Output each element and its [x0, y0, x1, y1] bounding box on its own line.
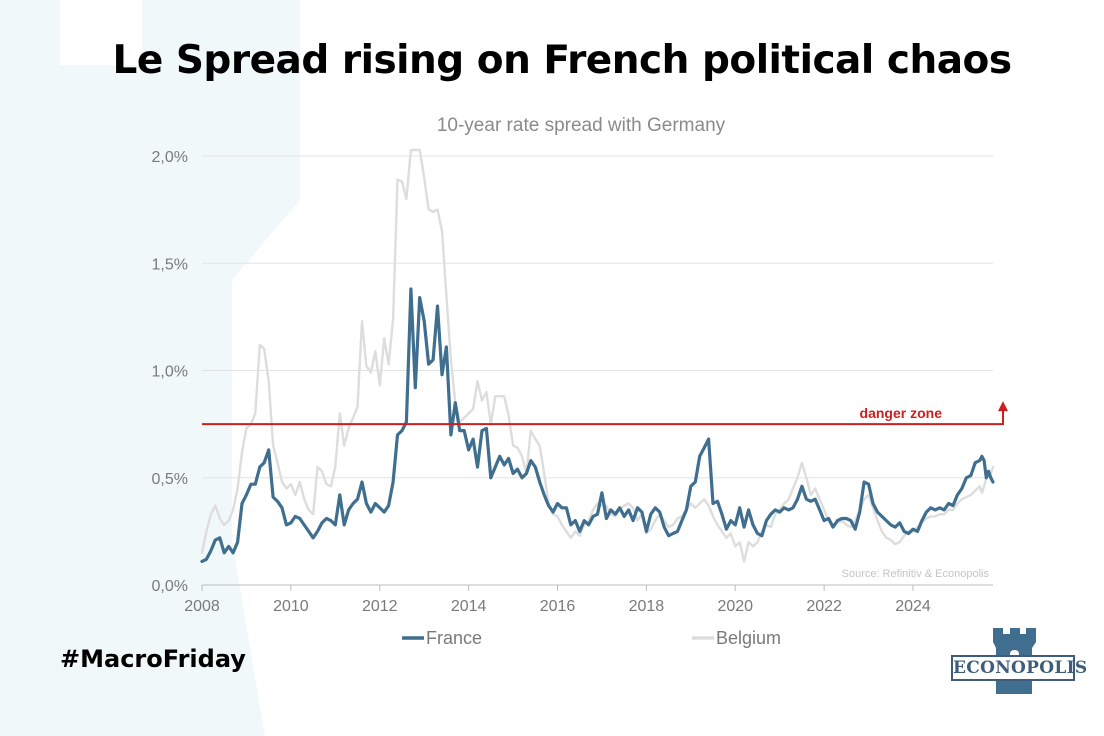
- x-tick-label: 2024: [895, 598, 931, 615]
- x-tick-label: 2018: [629, 598, 665, 615]
- y-tick-label: 2,0%: [152, 149, 188, 166]
- danger-arrow-head-icon: [998, 401, 1008, 412]
- y-axis-ticks: 0,0% 0,5% 1,0% 1,5% 2,0%: [152, 149, 188, 595]
- grid: [202, 155, 993, 479]
- danger-zone-threshold: danger zone: [202, 401, 1008, 426]
- series-lines: [200, 148, 995, 563]
- y-tick-label: 0,0%: [152, 578, 188, 595]
- x-tick-label: 2022: [806, 598, 842, 615]
- logo-wordmark: ECONOPOLIS: [951, 655, 1087, 681]
- danger-zone-label: danger zone: [860, 405, 943, 421]
- x-tick-label: 2008: [184, 598, 220, 615]
- y-tick-label: 1,5%: [152, 256, 188, 273]
- hashtag: #MacroFriday: [60, 645, 246, 673]
- legend: France Belgium: [402, 628, 781, 648]
- x-tick-label: 2016: [540, 598, 576, 615]
- x-tick-label: 2010: [273, 598, 309, 615]
- series-line-france: [200, 287, 995, 563]
- y-tick-label: 0,5%: [152, 471, 188, 488]
- legend-label-france: France: [426, 628, 482, 648]
- source-note: Source: Refinitiv & Econopolis: [842, 568, 990, 580]
- series-line-belgium: [200, 148, 995, 563]
- headline: Le Spread rising on French political cha…: [112, 38, 1012, 83]
- x-tick-label: 2014: [451, 598, 487, 615]
- y-tick-label: 1,0%: [152, 364, 188, 381]
- legend-label-belgium: Belgium: [716, 628, 781, 648]
- x-axis-ticks: 2008 2010 2012 2014 2016 2018 2020 2022 2024: [184, 585, 931, 615]
- x-tick-label: 2020: [717, 598, 753, 615]
- x-tick-label: 2012: [362, 598, 398, 615]
- chart-title: 10-year rate spread with Germany: [437, 115, 726, 136]
